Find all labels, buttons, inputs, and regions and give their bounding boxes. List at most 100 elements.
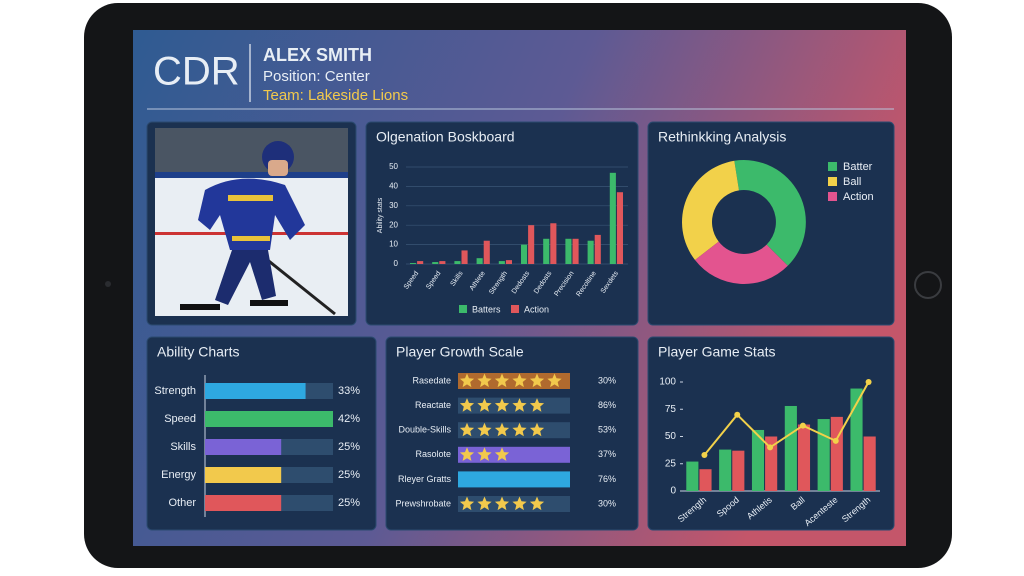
point [832,437,839,444]
bar [587,240,594,264]
star [529,398,545,412]
panel [365,121,639,326]
donut-slice [695,241,788,284]
track [458,397,570,414]
value-label: 25% [338,469,360,481]
star [529,496,545,511]
donut-slice [734,160,806,266]
row-label: Reactate [415,400,451,410]
y-tick-label: 30 [389,201,398,210]
star [494,373,510,388]
legend-label: Ball [843,176,861,188]
star [494,398,510,412]
star [459,496,475,511]
player-name: ALEX SMITH [263,45,372,65]
bar [439,261,446,264]
point [734,411,741,418]
row-label: Other [168,497,196,509]
y-tick-label: 40 [389,182,398,191]
row-label: Skills [170,441,196,453]
star [512,422,527,437]
star [477,398,492,412]
bar [205,439,282,455]
y-tick-label: 50 [665,431,677,442]
star-rating [459,447,510,461]
bar [609,172,616,264]
star [459,398,475,412]
legend-swatch [828,177,837,186]
home-button[interactable] [914,271,942,299]
bar [520,244,528,264]
bar [461,250,468,264]
bar [616,192,624,264]
panel-title: Player Game Stats [658,344,776,360]
value-label: 25% [338,497,360,509]
row-label: Double-Skills [398,425,451,435]
star [529,422,545,437]
row-label: Rasedate [412,375,451,385]
bar [719,449,732,491]
bar [528,225,535,264]
bar [765,436,778,491]
y-tick-label: 100 [659,377,676,388]
y-tick-label: 75 [665,404,677,415]
point [767,444,774,451]
percent: 37% [598,449,616,459]
value-label: 42% [338,413,360,425]
bar [543,238,550,264]
bar [205,411,333,427]
bar [483,240,490,264]
legend-swatch [459,305,467,313]
position: Position: Center [263,68,370,85]
bar [686,461,699,491]
panel-title: Player Growth Scale [396,344,524,360]
star [459,422,475,437]
point [701,452,708,459]
donut-slice [682,160,739,260]
percent: 30% [598,375,616,385]
y-axis-label: Ability stats [377,197,384,233]
track [458,446,570,463]
star [494,496,510,511]
star [547,373,562,388]
row-label: Speed [164,413,196,425]
y-tick-label: 20 [389,220,398,229]
bar [699,469,712,491]
bar [432,262,439,264]
legend-label: Action [524,304,549,314]
star [459,447,475,461]
star [477,422,492,437]
bar [594,234,601,264]
star [512,496,527,511]
row-label: Strength [154,385,196,397]
track [458,471,570,488]
panel-title: Ability Charts [157,344,239,360]
value-label: 33% [338,385,360,397]
y-tick-label: 0 [670,486,676,497]
panel-title: Olgenation Boskboard [376,129,515,145]
bar [797,424,811,491]
team: Team: Lakeside Lions [263,87,408,104]
legend-label: Batter [843,161,873,173]
point [799,422,806,429]
legend-swatch [828,192,837,201]
star [494,447,510,461]
star [512,373,527,388]
row-label: Rasolote [415,449,451,459]
bar [505,260,513,264]
bar [454,261,461,264]
bar [817,419,830,491]
percent: 86% [598,400,616,410]
star [494,422,510,437]
percent: 76% [598,474,616,484]
bar [476,258,483,264]
row-label: Rleyer Gratts [398,474,452,484]
track [458,422,570,439]
bar [565,238,572,264]
bar [417,261,424,264]
legend-swatch [511,305,519,313]
legend-label: Batters [472,304,501,314]
y-tick-label: 25 [665,458,677,469]
